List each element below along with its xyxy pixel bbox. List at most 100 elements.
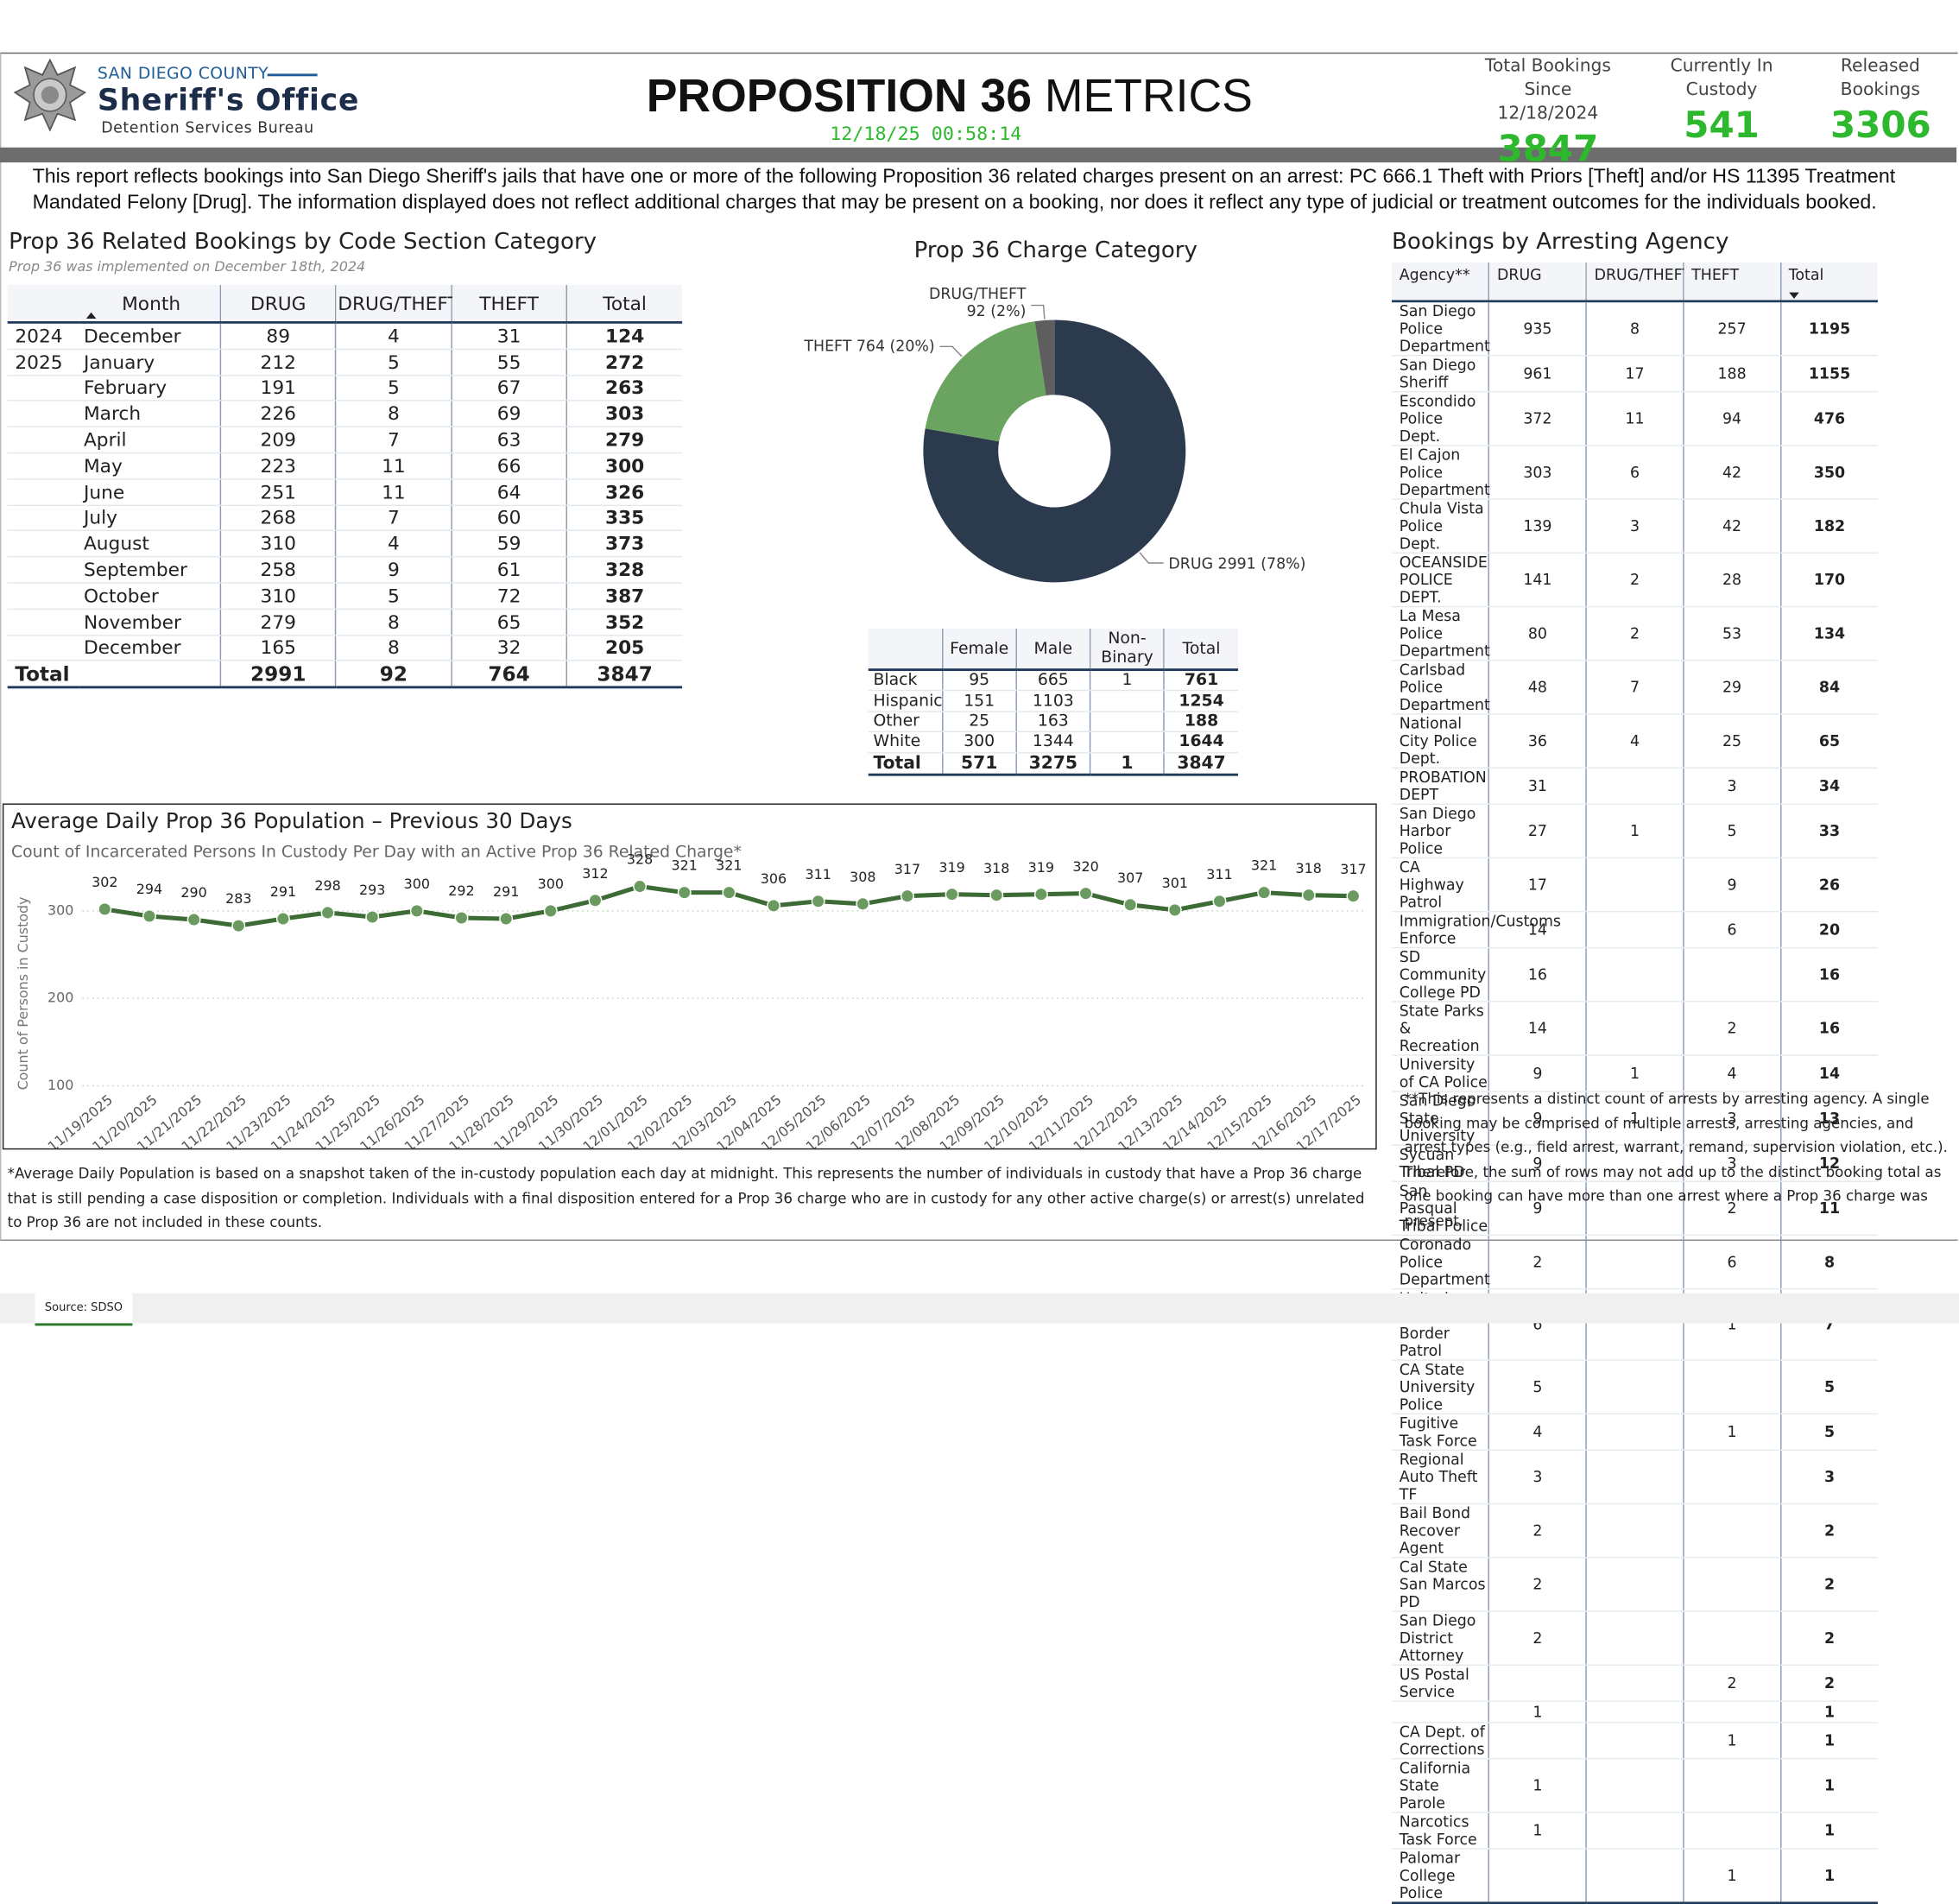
line-chart: Average Daily Prop 36 Population – Previ… xyxy=(11,808,1367,1154)
table-cell: 1 xyxy=(1488,1701,1587,1724)
table-row: US Postal Service 2 2 xyxy=(1392,1665,1878,1702)
table-cell: 9 xyxy=(1488,1055,1587,1092)
table-cell xyxy=(7,635,79,662)
table-cell: 310 xyxy=(219,583,337,610)
table-cell: 1 xyxy=(1089,751,1165,775)
table-cell: 4 xyxy=(335,530,452,558)
table-cell: 1 xyxy=(1779,1701,1878,1724)
table-cell: 55 xyxy=(451,349,567,376)
data-label: 293 xyxy=(359,882,385,898)
table-cell: 3 xyxy=(1683,1145,1781,1182)
table-cell: 170 xyxy=(1779,553,1878,608)
table-cell: 63 xyxy=(451,427,567,454)
title-bold: PROPOSITION 36 xyxy=(646,70,1033,122)
table-body: Black 95 665 1 761 Hispanic 151 1103 1254 Other 25… xyxy=(868,669,1239,775)
table-row: 2024 December 89 4 31 124 xyxy=(7,322,683,350)
table-cell: 352 xyxy=(566,609,683,636)
table-cell: 303 xyxy=(1488,445,1587,500)
leader-line xyxy=(1139,552,1164,564)
table-cell: Bail Bond Recover Agent xyxy=(1392,1503,1489,1559)
table-cell: 5 xyxy=(335,583,452,610)
table-cell: 5 xyxy=(1683,804,1781,859)
data-point xyxy=(811,894,825,908)
table-cell xyxy=(7,530,79,558)
data-label: 290 xyxy=(180,884,206,901)
table-cell: CA Highway Patrol xyxy=(1392,857,1489,913)
table-cell: 53 xyxy=(1683,606,1781,661)
table-cell xyxy=(1585,1450,1684,1505)
table-row: National City Police Dept. 36 4 25 65 xyxy=(1392,714,1878,769)
divider xyxy=(267,73,318,77)
column-header: Non-Binary xyxy=(1089,628,1165,672)
table-row: Hispanic 151 1103 1254 xyxy=(868,691,1239,712)
header-row: Female Male Non-Binary Total xyxy=(868,628,1239,672)
kpi-card: Total Bookings Since 12/18/2024 3847 xyxy=(1473,55,1623,170)
data-point xyxy=(722,885,736,900)
data-label: 311 xyxy=(805,866,831,882)
table-cell: Coronado Police Department xyxy=(1392,1235,1490,1290)
data-point xyxy=(1212,894,1227,908)
table-cell: 42 xyxy=(1683,499,1781,554)
table-cell: December xyxy=(79,322,221,350)
table-cell: 2 xyxy=(1585,553,1684,608)
table-cell: 8 xyxy=(1585,300,1684,357)
body: { "header": { "county": "SAN DIEGO COUNT… xyxy=(0,52,1959,1904)
table-row: San Diego Sheriff 961 17 188 1155 xyxy=(1392,355,1878,393)
table-cell: San Diego Police Department xyxy=(1392,300,1490,357)
table-row: CA State University Police 5 5 xyxy=(1392,1360,1878,1415)
table-cell xyxy=(1585,1557,1684,1612)
table-row: April 209 7 63 279 xyxy=(7,427,683,454)
table-row: 2025 January 212 5 55 272 xyxy=(7,349,683,376)
table-cell: 139 xyxy=(1488,499,1587,554)
table-cell: 761 xyxy=(1163,669,1239,692)
data-label: 301 xyxy=(1162,875,1188,891)
data-label: 318 xyxy=(1296,860,1322,876)
table-cell: 31 xyxy=(1488,768,1587,805)
table-cell: 1 xyxy=(1779,1812,1878,1850)
table-cell: 1254 xyxy=(1163,691,1239,712)
table-cell: San Diego State University xyxy=(1392,1091,1489,1146)
table-cell: 9 xyxy=(1683,857,1781,913)
data-label: 300 xyxy=(538,876,564,892)
page-tab[interactable]: Source: SDSO xyxy=(35,1293,133,1326)
table-cell xyxy=(1585,1360,1684,1415)
table-row: CA Highway Patrol 17 9 26 xyxy=(1392,857,1878,913)
data-point xyxy=(98,901,112,916)
table-row: White 300 1344 1644 xyxy=(868,731,1239,753)
table-cell: 2 xyxy=(1683,1001,1781,1056)
table-cell: 5 xyxy=(1488,1360,1587,1415)
table-cell: San Diego Harbor Police xyxy=(1392,804,1489,859)
data-label: 321 xyxy=(1251,857,1277,874)
table-row: Cal State San Marcos PD 2 2 xyxy=(1392,1557,1878,1612)
table-cell: 64 xyxy=(451,478,567,506)
table-cell: 9 xyxy=(1488,1181,1587,1237)
table-cell: 11 xyxy=(1779,1181,1878,1237)
table-cell: 11 xyxy=(335,452,452,480)
section-title: Bookings by Arresting Agency xyxy=(1392,228,1729,256)
data-label: 318 xyxy=(983,860,1009,876)
table-row: December 165 8 32 205 xyxy=(7,635,683,662)
table-cell: Escondido Police Dept. xyxy=(1392,391,1489,446)
table-cell: 226 xyxy=(219,401,337,428)
data-label: DRUG 2991 (78%) xyxy=(1168,553,1306,572)
table-cell: 61 xyxy=(451,556,567,584)
table-cell: 16 xyxy=(1779,947,1878,1003)
table-cell: 163 xyxy=(1015,711,1090,733)
table-cell xyxy=(1683,1701,1781,1724)
table-cell: Chula Vista Police Dept. xyxy=(1392,499,1489,554)
table-cell xyxy=(1585,1758,1684,1813)
table-row: Bail Bond Recover Agent 2 2 xyxy=(1392,1503,1878,1559)
table-cell: 27 xyxy=(1488,804,1587,859)
data-point xyxy=(543,903,558,918)
table-cell: 272 xyxy=(566,349,683,376)
table-cell: December xyxy=(79,635,221,662)
table-cell xyxy=(7,583,79,610)
data-label: 291 xyxy=(270,883,296,900)
table-cell: 188 xyxy=(1163,711,1239,733)
bureau-name: Detention Services Bureau xyxy=(101,118,314,136)
table-cell: 205 xyxy=(566,635,683,662)
table-cell: 59 xyxy=(451,530,567,558)
table-cell: 2 xyxy=(1585,606,1684,661)
data-point xyxy=(900,889,914,903)
table-cell: 476 xyxy=(1779,391,1878,446)
